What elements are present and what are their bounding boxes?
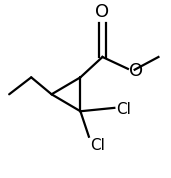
Text: Cl: Cl [91, 138, 106, 153]
Text: O: O [129, 62, 143, 80]
Text: Cl: Cl [116, 102, 131, 117]
Text: O: O [95, 3, 109, 21]
